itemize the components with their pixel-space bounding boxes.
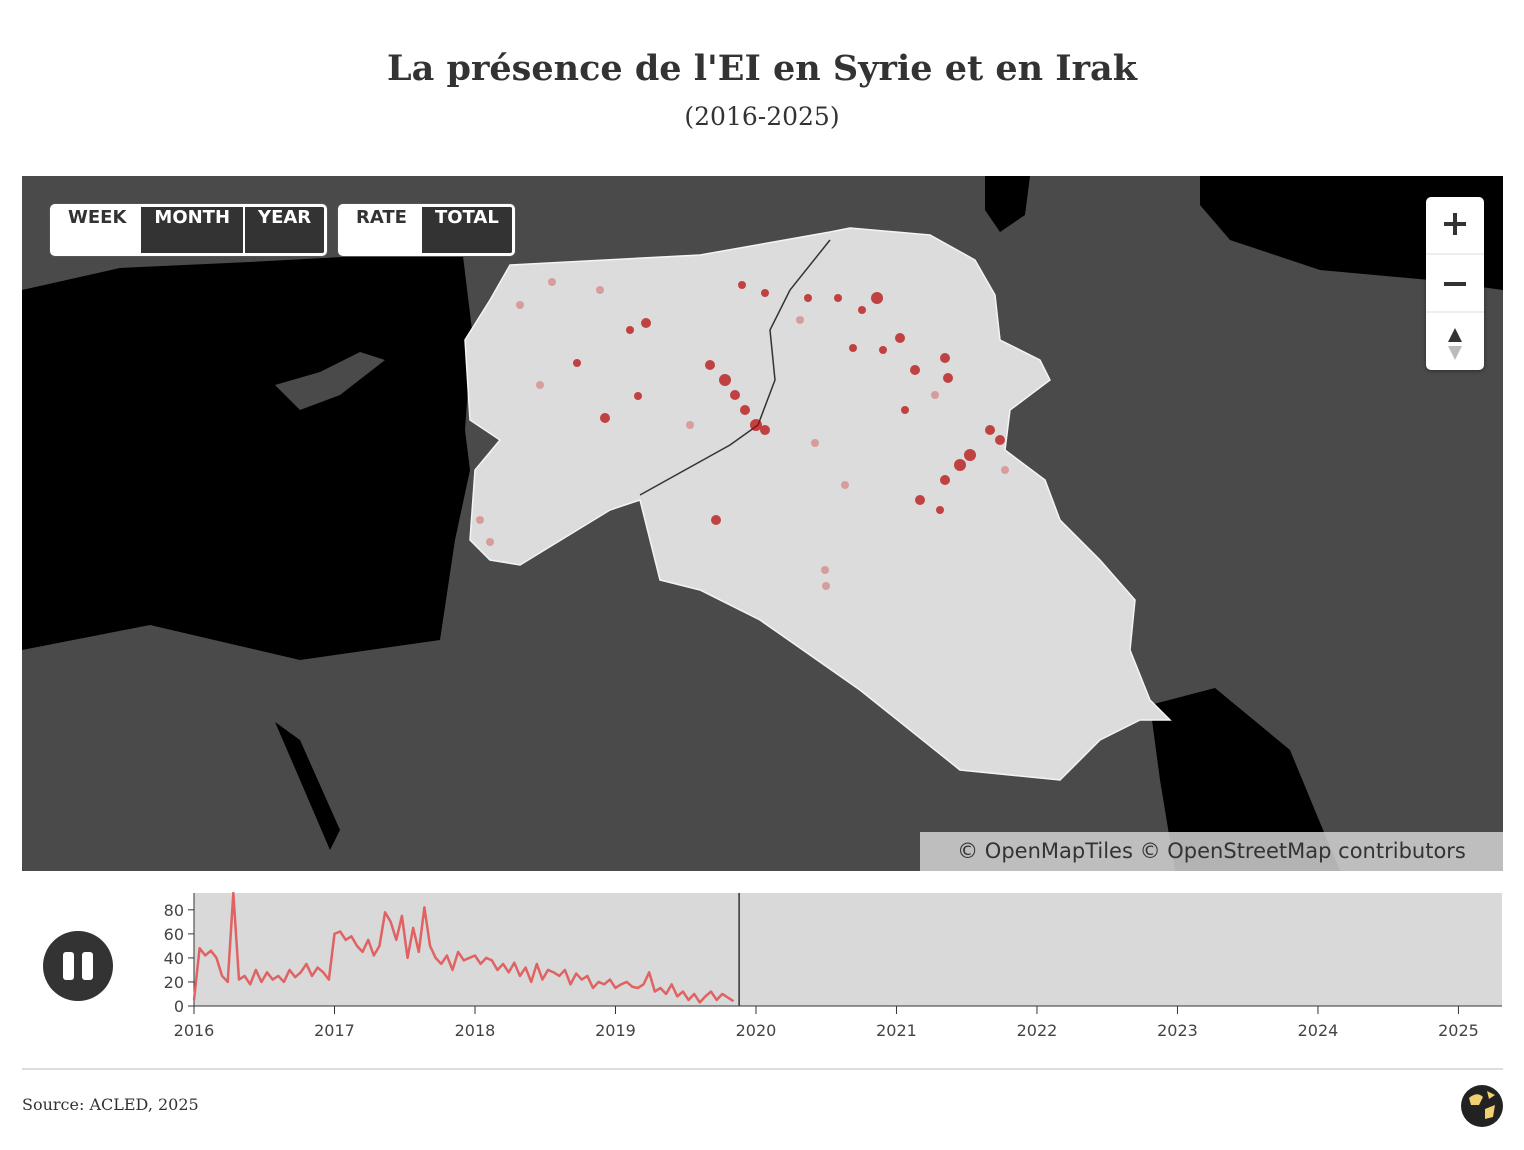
sea <box>22 248 472 660</box>
event <box>811 439 819 447</box>
y-tick-label: 80 <box>164 901 184 920</box>
x-tick-label: 2020 <box>736 1021 777 1040</box>
zoom-in[interactable] <box>1444 213 1466 235</box>
event <box>711 515 721 525</box>
event <box>573 359 581 367</box>
map <box>22 176 1503 871</box>
attribution: © OpenMapTiles © OpenStreetMap contribut… <box>920 832 1503 871</box>
event <box>719 374 731 386</box>
event <box>738 281 746 289</box>
period-button[interactable]: YEAR <box>243 207 325 253</box>
event <box>895 333 905 343</box>
x-tick-label: 2025 <box>1438 1021 1479 1040</box>
continents <box>1469 1091 1495 1119</box>
event <box>879 346 887 354</box>
zoom-controls <box>1426 197 1484 370</box>
y-tick-label: 0 <box>174 997 184 1016</box>
event <box>705 360 715 370</box>
events-faint <box>476 278 1009 590</box>
event <box>761 289 769 297</box>
event <box>915 495 925 505</box>
event <box>486 538 494 546</box>
compass-south <box>1448 346 1462 360</box>
event <box>634 392 642 400</box>
event <box>964 449 976 461</box>
event <box>1001 466 1009 474</box>
event <box>931 391 939 399</box>
period-button[interactable]: MONTH <box>139 207 244 253</box>
plot-background <box>194 893 1502 1006</box>
subtitle: (2016-2025) <box>684 102 840 131</box>
event <box>910 365 920 375</box>
event <box>858 306 866 314</box>
events <box>573 281 1005 525</box>
sea <box>275 722 340 850</box>
period-button[interactable]: WEEK <box>53 207 140 253</box>
x-tick-label: 2023 <box>1157 1021 1198 1040</box>
timeline: 0 20 40 60 80 2016 2017 2018 2019 2020 2021 2022 202… <box>43 891 1502 1040</box>
title: La présence de l'EI en Syrie et en Irak <box>387 48 1137 89</box>
event <box>686 421 694 429</box>
x-tick-label: 2021 <box>876 1021 917 1040</box>
measure-toggle: RATE TOTAL <box>338 204 515 256</box>
zoom-icons <box>1426 213 1484 360</box>
measure-button[interactable]: TOTAL <box>419 207 512 253</box>
pause-icon <box>63 952 74 980</box>
event <box>536 381 544 389</box>
event <box>476 516 484 524</box>
event <box>796 316 804 324</box>
measure-button[interactable]: RATE <box>341 207 420 253</box>
compass[interactable] <box>1448 328 1462 342</box>
logo <box>1461 1085 1503 1127</box>
pause-button[interactable] <box>43 931 113 1001</box>
event <box>871 292 883 304</box>
line <box>192 891 735 1004</box>
island <box>275 352 385 410</box>
x-tick-label: 2017 <box>314 1021 355 1040</box>
event <box>943 373 953 383</box>
event <box>750 419 762 431</box>
y-tick-label: 60 <box>164 925 184 944</box>
pause-icon <box>82 952 93 980</box>
x-tick-label: 2018 <box>455 1021 496 1040</box>
event <box>804 294 812 302</box>
y-tick-label: 20 <box>164 973 184 992</box>
event <box>834 294 842 302</box>
event <box>516 301 524 309</box>
event <box>641 318 651 328</box>
x-tick-label: 2022 <box>1017 1021 1058 1040</box>
event <box>760 425 770 435</box>
event <box>548 278 556 286</box>
x-tick-label: 2024 <box>1298 1021 1339 1040</box>
event <box>626 326 634 334</box>
event <box>596 286 604 294</box>
globe <box>1461 1085 1503 1127</box>
border <box>639 239 831 496</box>
event <box>940 475 950 485</box>
event <box>841 481 849 489</box>
country <box>464 227 1172 781</box>
event <box>600 413 610 423</box>
event <box>730 390 740 400</box>
sea <box>985 176 1030 232</box>
event <box>954 459 966 471</box>
x-tick-label: 2016 <box>174 1021 215 1040</box>
sea <box>1150 688 1340 871</box>
event <box>995 435 1005 445</box>
divider <box>22 1068 1503 1070</box>
y-tick-label: 40 <box>164 949 184 968</box>
event <box>821 566 829 574</box>
event <box>901 406 909 414</box>
event <box>740 405 750 415</box>
event <box>936 506 944 514</box>
event <box>940 353 950 363</box>
event <box>822 582 830 590</box>
period-toggle: WEEK MONTH YEAR <box>50 204 328 256</box>
event <box>985 425 995 435</box>
x-tick-label: 2019 <box>595 1021 636 1040</box>
source: Source: ACLED, 2025 <box>22 1095 199 1114</box>
event <box>849 344 857 352</box>
